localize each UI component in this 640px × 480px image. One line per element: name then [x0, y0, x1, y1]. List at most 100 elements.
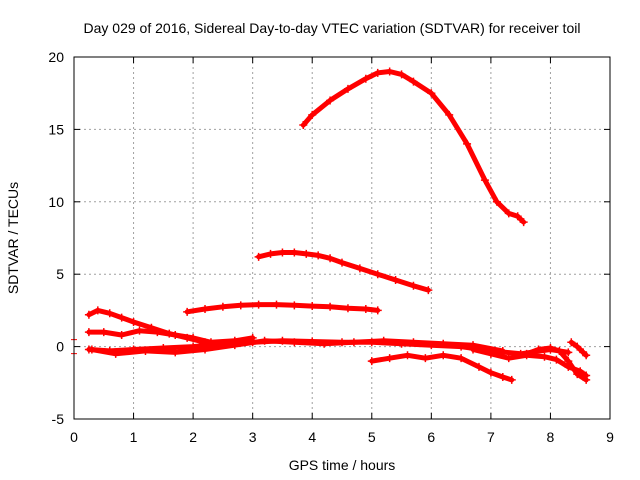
data-point [424, 286, 433, 295]
data-point [290, 301, 299, 310]
data-point [403, 351, 412, 360]
data-point [361, 304, 370, 313]
data-point [153, 328, 162, 337]
data-point [486, 349, 495, 358]
data-point [189, 333, 198, 342]
y-tick-label: 5 [56, 266, 64, 282]
data-point [582, 351, 591, 360]
data-point [409, 338, 418, 347]
data-point [117, 313, 126, 322]
data-point [326, 302, 335, 311]
data-point [201, 345, 210, 354]
y-tick-label: 10 [48, 194, 64, 210]
data-point [308, 302, 317, 311]
y-tick-label: 0 [56, 339, 64, 355]
series-layer [71, 67, 591, 384]
data-point [373, 270, 382, 279]
data-point [93, 306, 102, 315]
data-point [534, 345, 543, 354]
data-point [326, 254, 335, 263]
data-point [349, 338, 358, 347]
data-point [87, 345, 96, 354]
data-point [230, 341, 239, 350]
data-point [519, 218, 528, 227]
data-point [367, 357, 376, 366]
data-point [343, 84, 352, 93]
series-arc-high [300, 69, 527, 225]
data-point [513, 212, 522, 221]
data-point [573, 370, 582, 379]
x-axis-label: GPS time / hours [289, 457, 396, 473]
data-point [582, 375, 591, 384]
data-point [409, 281, 418, 290]
data-point [355, 264, 364, 273]
data-point [171, 348, 180, 357]
data-point [445, 110, 454, 119]
data-point [290, 338, 299, 347]
x-tick-label: 2 [189, 429, 197, 445]
data-point [385, 354, 394, 363]
data-point [457, 354, 466, 363]
x-tick-label: 3 [249, 429, 257, 445]
series-arc-mid [256, 250, 431, 293]
data-point [427, 89, 436, 98]
chart-title: Day 029 of 2016, Sidereal Day-to-day VTE… [84, 20, 581, 36]
data-point [201, 304, 210, 313]
data-point [314, 251, 323, 260]
data-point [290, 248, 299, 257]
x-tick-label: 7 [487, 429, 495, 445]
data-point [469, 345, 478, 354]
data-point [141, 346, 150, 355]
data-point [486, 368, 495, 377]
data-point [338, 258, 346, 267]
data-point [361, 74, 370, 83]
data-point [84, 310, 93, 319]
series-arc-early-b [86, 328, 256, 345]
data-point [507, 375, 516, 384]
data-point [343, 304, 352, 313]
y-tick-label: 20 [48, 49, 64, 65]
data-point [504, 209, 513, 218]
data-point [266, 249, 275, 258]
data-point [254, 252, 263, 261]
data-point [492, 197, 501, 206]
data-point [135, 326, 144, 335]
grid [74, 57, 610, 419]
data-point [320, 339, 329, 348]
data-point [439, 339, 448, 348]
data-point [84, 328, 93, 337]
data-point [278, 248, 287, 257]
x-tick-label: 1 [130, 429, 138, 445]
data-point [498, 373, 507, 382]
data-point [260, 336, 269, 345]
axis-ticks: 0 1 2 3 4 5 6 7 8 9 -5 0 5 10 15 20 [48, 49, 614, 445]
data-point [111, 349, 120, 358]
x-tick-label: 5 [368, 429, 376, 445]
data-point [421, 354, 430, 363]
data-point [171, 331, 180, 340]
data-point [326, 96, 335, 105]
y-axis-label: SDTVAR / TECUs [5, 182, 21, 294]
y-tick-label: -5 [52, 411, 65, 427]
data-point [308, 110, 317, 119]
data-point [546, 344, 555, 353]
data-point [480, 176, 489, 185]
data-point [236, 301, 245, 310]
data-point [373, 306, 382, 315]
data-point [272, 300, 281, 309]
data-point [299, 121, 308, 130]
data-point [504, 354, 513, 363]
data-point [254, 300, 263, 309]
data-point [385, 67, 394, 76]
data-point [105, 309, 114, 318]
y-tick-label: 15 [48, 121, 64, 137]
data-point [117, 331, 126, 340]
data-point [379, 336, 388, 345]
data-point [564, 357, 573, 366]
data-point [183, 307, 192, 316]
x-tick-label: 0 [70, 429, 78, 445]
data-point [391, 275, 400, 284]
data-point [463, 139, 472, 148]
data-point [218, 302, 227, 311]
